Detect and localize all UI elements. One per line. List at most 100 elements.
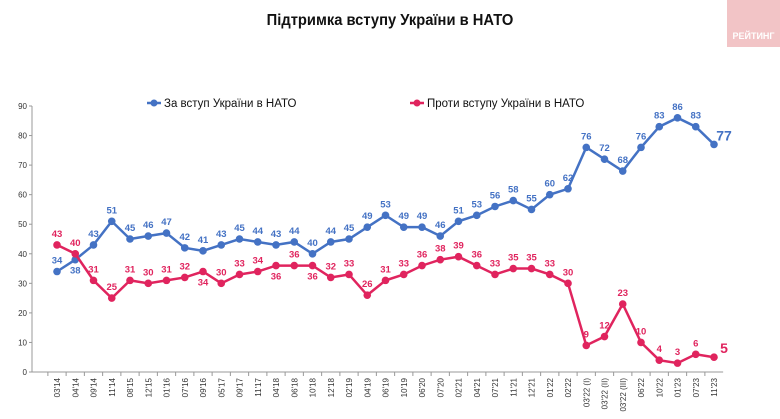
data-label: 45	[125, 223, 136, 234]
data-label: 31	[125, 264, 136, 275]
data-point	[89, 276, 98, 285]
data-label: 33	[544, 258, 555, 269]
data-point	[564, 184, 572, 193]
data-point	[527, 205, 536, 214]
data-point	[162, 276, 171, 285]
data-point	[655, 122, 664, 131]
data-label: 62	[563, 173, 574, 184]
y-tick-label: 70	[18, 161, 27, 170]
data-point	[363, 223, 372, 231]
data-point	[691, 122, 700, 131]
data-label: 35	[508, 253, 519, 264]
data-label: 33	[344, 258, 355, 269]
x-tick-label: 04'19	[363, 377, 372, 397]
data-point	[217, 279, 226, 288]
logo-text: РЕЙТИНГ	[732, 31, 775, 41]
data-point	[381, 211, 390, 220]
data-label: 6	[693, 338, 698, 349]
data-label: 30	[143, 267, 154, 278]
data-label: 5	[720, 340, 728, 356]
data-point	[272, 261, 280, 270]
data-point	[491, 202, 499, 211]
data-label: 46	[143, 220, 154, 231]
data-point	[673, 359, 682, 367]
data-label: 33	[398, 258, 409, 269]
data-label: 49	[417, 211, 428, 222]
x-tick-label: 08'15	[126, 377, 135, 397]
x-tick-label: 07'21	[491, 377, 500, 397]
x-tick-label: 12'21	[528, 377, 537, 397]
data-point	[217, 241, 226, 249]
data-point	[199, 247, 207, 255]
data-point	[345, 270, 353, 279]
series-line-against	[56, 243, 715, 365]
data-label: 9	[584, 329, 589, 340]
x-tick-label: 01'23	[674, 377, 683, 397]
x-tick-label: 03'14	[53, 377, 62, 397]
data-label: 44	[325, 226, 336, 237]
data-point	[345, 235, 353, 243]
data-point	[673, 114, 682, 122]
legend-marker	[150, 99, 158, 107]
x-tick-label: 07'20	[436, 377, 445, 397]
y-tick-label: 0	[23, 368, 28, 377]
data-label: 55	[526, 193, 537, 204]
x-tick-label: 11'14	[108, 377, 117, 396]
data-point	[436, 232, 445, 240]
data-point	[144, 232, 153, 240]
rating-logo: РЕЙТИНГ	[727, 0, 780, 47]
data-point	[418, 223, 426, 231]
data-label: 34	[198, 278, 209, 289]
data-point	[710, 140, 718, 149]
data-point	[308, 261, 317, 270]
y-tick-label: 50	[18, 220, 27, 229]
legend-label: Проти вступу України в НАТО	[427, 98, 584, 110]
data-label: 31	[88, 264, 99, 275]
x-tick-label: 06'20	[418, 377, 427, 397]
data-label: 68	[617, 155, 628, 166]
data-label: 76	[581, 131, 592, 142]
data-label: 43	[52, 229, 63, 240]
data-label: 12	[599, 321, 610, 332]
data-label: 36	[271, 272, 282, 283]
data-point	[472, 211, 481, 220]
data-label: 26	[362, 279, 373, 290]
data-label: 49	[398, 211, 409, 222]
data-point	[637, 338, 645, 347]
data-point	[618, 167, 627, 175]
data-point	[600, 332, 609, 341]
data-label: 51	[453, 205, 464, 216]
data-point	[162, 229, 171, 237]
x-tick-label: 12'18	[327, 377, 336, 397]
data-point	[491, 270, 499, 279]
data-label: 42	[179, 232, 190, 243]
x-tick-label: 03'22 (I)	[582, 378, 591, 407]
data-label: 56	[490, 190, 501, 201]
data-label: 38	[70, 266, 81, 277]
legend-marker	[413, 99, 421, 107]
data-point	[691, 350, 700, 359]
data-point	[509, 264, 518, 273]
x-tick-label: 10'18	[309, 377, 318, 397]
y-tick-label: 80	[18, 132, 27, 141]
data-label: 58	[508, 185, 519, 196]
data-point	[454, 252, 463, 261]
data-label: 36	[307, 272, 318, 283]
data-point	[454, 217, 463, 226]
x-tick-label: 04'14	[71, 377, 80, 397]
data-point	[126, 235, 134, 243]
data-point	[655, 356, 664, 364]
data-point	[472, 261, 481, 270]
data-label: 33	[234, 258, 245, 269]
data-point	[272, 241, 280, 249]
data-label: 45	[234, 223, 245, 234]
data-label: 10	[636, 326, 647, 337]
x-tick-label: 10'22	[655, 377, 664, 397]
data-point	[582, 341, 591, 350]
x-tick-label: 07'23	[692, 377, 701, 397]
data-point	[710, 353, 718, 362]
data-label: 53	[471, 199, 482, 210]
data-point	[107, 294, 116, 302]
data-label: 36	[471, 250, 482, 261]
